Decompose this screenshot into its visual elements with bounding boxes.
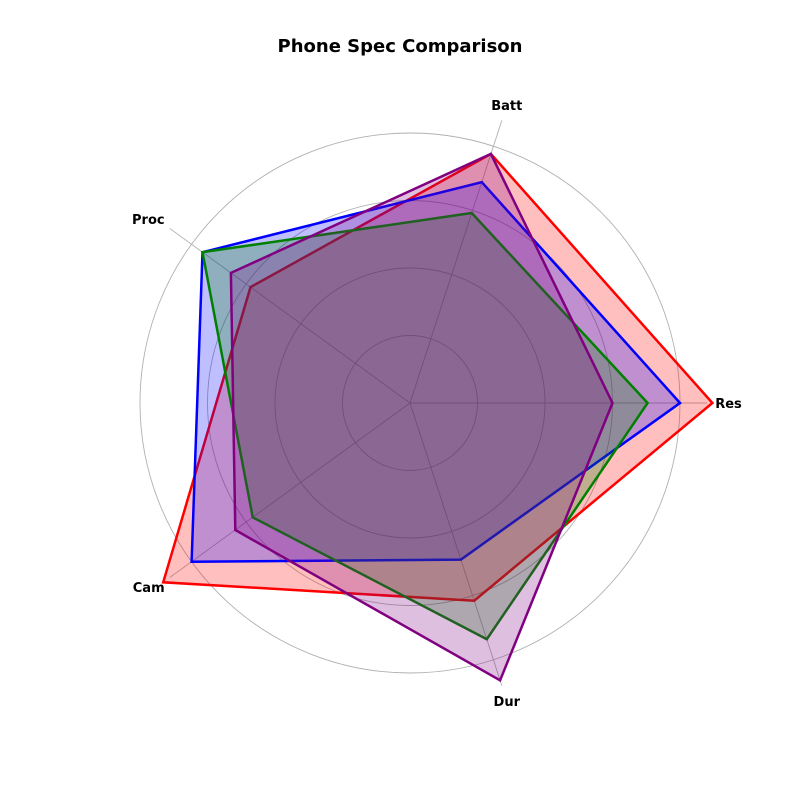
axis-label-batt: Batt <box>491 99 522 114</box>
grid-spoke <box>169 228 411 404</box>
grid-spoke <box>409 120 503 404</box>
series-line-4 <box>229 152 614 683</box>
series-area-3 <box>202 213 648 640</box>
series-area-4 <box>230 153 613 681</box>
series-area-2 <box>191 182 680 562</box>
axis-label-layer: Res Batt Proc Cam Dur <box>132 99 742 710</box>
series-line-1 <box>161 152 715 602</box>
axis-label-dur: Dur <box>494 695 521 710</box>
series-area-1 <box>163 153 713 601</box>
series-line-3 <box>201 211 650 641</box>
axis-label-cam: Cam <box>133 581 165 596</box>
series-layer <box>161 152 715 683</box>
axis-label-proc: Proc <box>132 213 165 228</box>
grid-spoke <box>169 402 411 578</box>
series-line-2 <box>190 180 682 563</box>
chart-title: Phone Spec Comparison <box>277 36 523 57</box>
axis-label-res: Res <box>715 397 742 412</box>
